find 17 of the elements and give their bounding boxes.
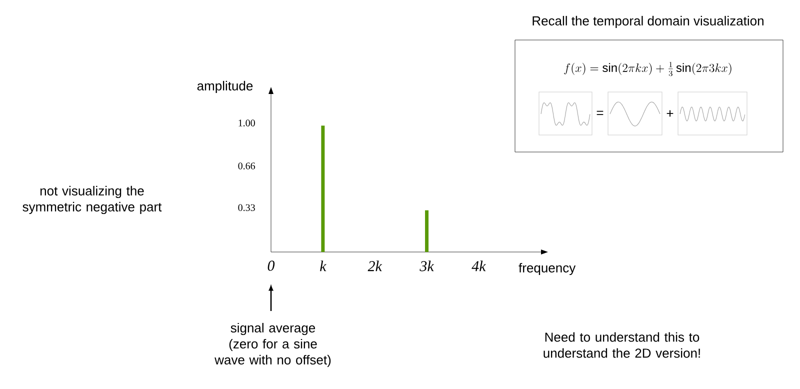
text: + (666, 110, 674, 117)
text: signal average (zero for a sine wave with no offset) (214, 322, 331, 368)
x-tick-label: k (320, 260, 326, 272)
y-tick-label: 0.66 (238, 162, 256, 170)
y-tick-label: 1.00 (238, 120, 255, 126)
text: Need to understand this to understand the 2D version! (544, 332, 700, 358)
x-tick-label: 2k (368, 260, 382, 272)
text: Recall the temporal domain visualization (532, 16, 764, 28)
text: $f(x) = \sin(2\pi kx) + \frac{1}{3}\sin(2\pi 3kx)$ (564, 62, 732, 76)
text: not visualizing the symmetric negative part (22, 186, 162, 214)
x-axis-title: frequency (518, 262, 576, 276)
y-tick-label: 0.33 (238, 204, 255, 212)
x-tick-label: 3k (420, 260, 434, 272)
y-axis-title: amplitude (197, 80, 253, 94)
x-tick-label: 0 (268, 260, 275, 271)
x-tick-label: 4k (472, 260, 486, 272)
text: = (596, 110, 604, 116)
